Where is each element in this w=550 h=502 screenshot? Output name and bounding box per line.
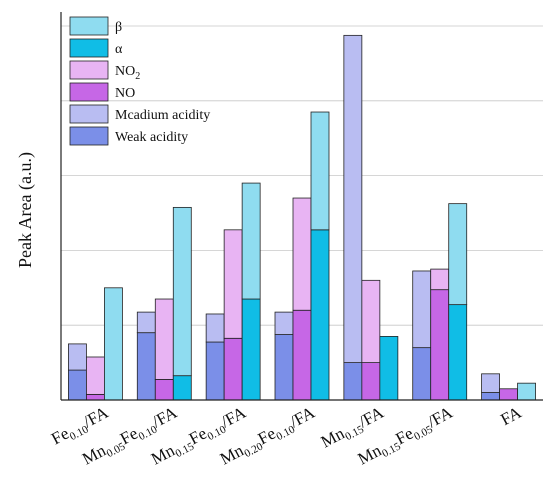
bar--fe0-10-fa (104, 287, 123, 401)
bar--mn0-15-fa (379, 336, 399, 401)
bar-no-mn0-15fe0-10-fa (223, 337, 243, 401)
bar-weak-acidity-mn0-15-fa (343, 362, 363, 401)
bar-no-mn0-15fe0-05-fa (430, 289, 450, 401)
bar-layer (68, 34, 536, 401)
bar-weak-acidity-mn0-15fe0-10-fa (205, 341, 225, 401)
bar--mn0-20fe0-10-fa (310, 229, 330, 401)
bar--fa (517, 382, 536, 401)
legend-swatch-weak-acidity (69, 126, 109, 146)
legend-label-no: NO (115, 86, 135, 101)
x-tick-label-fa: FA (497, 402, 525, 429)
bar-mcadium-acidity-mn0-05fe0-10-fa (136, 311, 156, 334)
bar--mn0-15fe0-05-fa (448, 203, 468, 306)
bar-mcadium-acidity-mn0-15fe0-05-fa (412, 270, 432, 349)
bar-no2-fe0-10-fa (86, 356, 105, 395)
legend-swatch- (69, 16, 109, 36)
bar--mn0-15fe0-05-fa (448, 304, 468, 401)
legend-label-: α (115, 42, 123, 57)
bar-weak-acidity-mn0-05fe0-10-fa (136, 332, 156, 401)
bar-weak-acidity-mn0-15fe0-05-fa (412, 347, 432, 401)
bar-mcadium-acidity-fe0-10-fa (68, 343, 87, 371)
legend-swatch-no (69, 82, 109, 102)
bar--mn0-05fe0-10-fa (172, 375, 192, 401)
bar-no2-mn0-15fe0-10-fa (223, 229, 243, 339)
bar-weak-acidity-fa (481, 392, 500, 401)
bar-no-fe0-10-fa (86, 393, 105, 401)
bar-no-mn0-15-fa (361, 362, 381, 401)
legend: βα NO2 NO Mcadium acidity Weak acidity (69, 16, 210, 146)
bar--mn0-20fe0-10-fa (310, 111, 330, 231)
legend-label-weak-acidity: Weak acidity (115, 130, 188, 145)
bar-weak-acidity-fe0-10-fa (68, 369, 87, 401)
legend-label-: β (115, 20, 122, 35)
bar--mn0-05fe0-10-fa (172, 206, 192, 377)
bar-no-mn0-20fe0-10-fa (292, 309, 312, 401)
bar--mn0-15fe0-10-fa (241, 298, 261, 401)
axis-layer (60, 12, 543, 401)
bar-no-fa (499, 388, 518, 401)
bar-no2-mn0-20fe0-10-fa (292, 197, 312, 311)
bar-mcadium-acidity-mn0-15fe0-10-fa (205, 313, 225, 343)
bar--mn0-15fe0-10-fa (241, 182, 261, 300)
legend-label-no2: NO2 (115, 64, 140, 82)
bar-weak-acidity-mn0-20fe0-10-fa (274, 334, 294, 401)
bar-no-mn0-05fe0-10-fa (154, 379, 174, 401)
legend-swatch-no2 (69, 60, 109, 80)
legend-label-mcadium-acidity: Mcadium acidity (115, 108, 210, 123)
bar-no2-mn0-05fe0-10-fa (154, 298, 174, 380)
legend-swatch- (69, 38, 109, 58)
bar-no2-mn0-15fe0-05-fa (430, 268, 450, 291)
legend-swatch-mcadium-acidity (69, 104, 109, 124)
bar-mcadium-acidity-fa (481, 373, 500, 393)
x-tick-label-fe0-10-fa: Fe0.10/FA (48, 402, 113, 451)
bar-mcadium-acidity-mn0-20fe0-10-fa (274, 311, 294, 335)
x-tick-labels: Fe0.10/FAMn0.05Fe0.10/FAMn0.15Fe0.10/FAM… (48, 402, 525, 468)
bar-no2-mn0-15-fa (361, 279, 381, 364)
bar-mcadium-acidity-mn0-15-fa (343, 34, 363, 363)
y-axis-title: Peak Area (a.u.) (15, 152, 36, 268)
